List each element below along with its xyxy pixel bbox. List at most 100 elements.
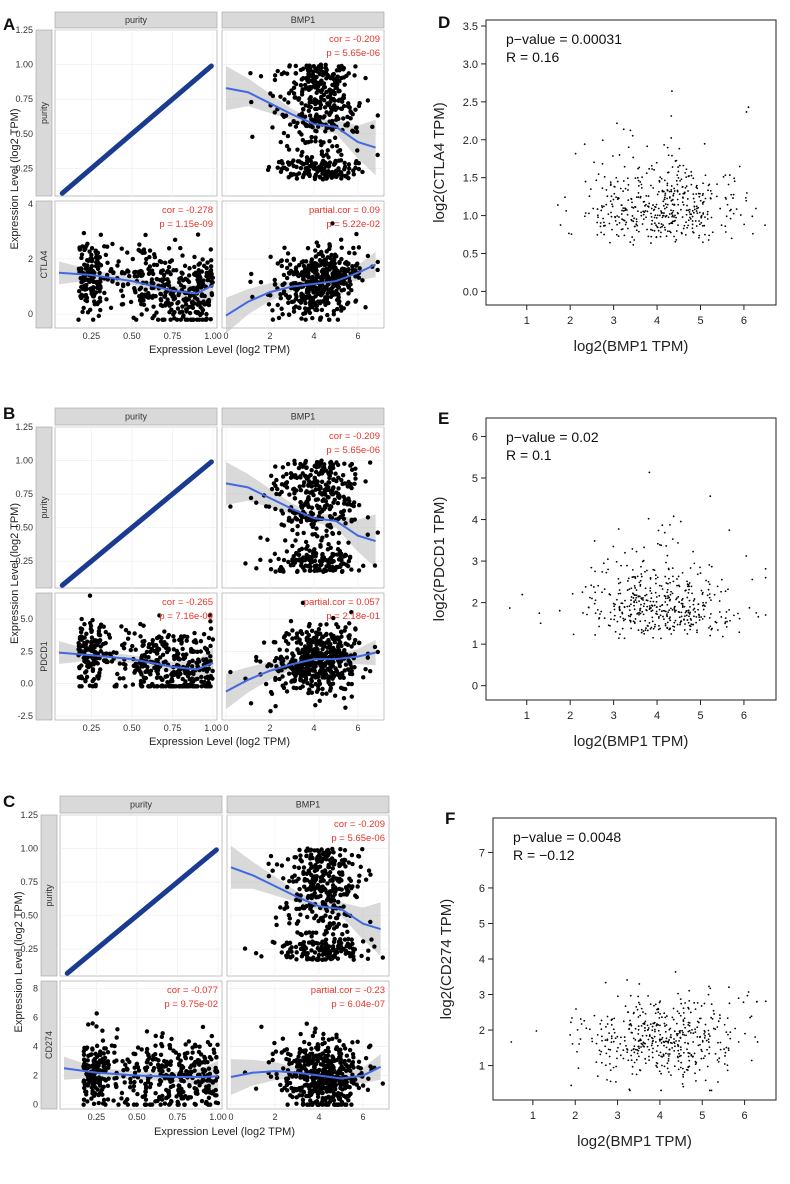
data-point — [284, 471, 289, 477]
data-point — [268, 567, 274, 572]
data-point — [119, 643, 125, 648]
data-point — [303, 645, 309, 651]
data-point — [162, 277, 167, 282]
data-point — [248, 495, 254, 501]
data-point — [363, 1055, 369, 1061]
data-point — [140, 639, 145, 644]
y-tick-label: 0.0 — [463, 286, 478, 298]
data-point — [169, 301, 174, 307]
data-point — [330, 636, 336, 642]
data-point — [339, 643, 344, 649]
data-point — [285, 133, 291, 139]
data-point — [80, 286, 85, 291]
data-point — [367, 668, 373, 674]
data-point — [338, 1047, 343, 1052]
data-point — [97, 295, 103, 301]
data-point — [308, 564, 313, 570]
x-tick-label: 0 — [228, 1112, 233, 1122]
data-point — [153, 1033, 158, 1039]
data-point — [90, 678, 95, 684]
data-point — [192, 254, 197, 260]
data-point — [352, 517, 357, 522]
data-point — [363, 75, 368, 81]
data-point — [352, 947, 358, 952]
data-point — [296, 865, 302, 871]
data-point — [166, 1090, 171, 1095]
x-tick-label: 1 — [524, 710, 530, 722]
data-point — [677, 170, 680, 173]
data-point — [158, 1102, 163, 1107]
data-point — [318, 1052, 324, 1057]
data-point — [681, 196, 684, 199]
data-point — [85, 277, 90, 282]
data-point — [103, 629, 108, 635]
data-point — [655, 224, 657, 227]
data-point — [137, 293, 142, 299]
x-tick-label: 3 — [611, 315, 617, 327]
data-point — [144, 668, 150, 673]
data-point — [298, 519, 304, 525]
data-point — [698, 234, 701, 237]
data-point — [286, 312, 292, 317]
data-point — [273, 506, 278, 512]
data-point — [715, 195, 718, 198]
data-point — [148, 1061, 153, 1067]
data-point — [309, 117, 314, 122]
data-point — [695, 210, 698, 212]
data-point — [365, 532, 370, 537]
data-point — [174, 669, 180, 675]
data-point — [618, 221, 621, 224]
data-point — [588, 195, 591, 198]
data-point — [275, 165, 280, 170]
row-strip-label: purity — [39, 102, 49, 125]
data-point — [318, 287, 323, 293]
data-point — [306, 653, 311, 659]
data-point — [333, 471, 338, 476]
data-point — [294, 640, 300, 645]
data-point — [673, 190, 676, 192]
data-point — [341, 93, 347, 98]
facet-strip-label: BMP1 — [291, 15, 316, 25]
data-point — [81, 1064, 87, 1069]
data-point — [719, 207, 722, 210]
data-point — [200, 1024, 206, 1030]
data-point — [317, 566, 322, 572]
data-point — [663, 198, 666, 201]
data-point — [79, 252, 85, 257]
data-point — [346, 250, 352, 255]
data-point — [137, 248, 143, 254]
data-point — [228, 504, 233, 509]
x-tick-label: 0.25 — [83, 331, 101, 341]
data-point — [352, 73, 357, 78]
data-point — [111, 1098, 116, 1103]
data-point — [198, 638, 204, 644]
data-point — [346, 1098, 351, 1103]
data-point — [204, 1099, 209, 1105]
data-point — [213, 1068, 218, 1074]
data-point — [300, 87, 305, 92]
data-point — [90, 1047, 95, 1052]
data-point — [281, 289, 287, 294]
data-point — [143, 1097, 149, 1102]
data-point — [192, 264, 197, 270]
data-point — [278, 259, 284, 264]
data-point — [305, 951, 310, 956]
data-point — [330, 932, 336, 937]
data-point — [188, 317, 194, 322]
data-point — [321, 1031, 326, 1037]
data-point — [295, 666, 300, 672]
data-point — [305, 1082, 310, 1088]
data-point — [158, 1052, 164, 1057]
x-tick-label: 4 — [311, 331, 316, 341]
data-point — [645, 172, 648, 175]
data-point — [317, 300, 323, 306]
data-point — [286, 913, 292, 918]
data-point — [162, 640, 167, 645]
data-point — [320, 72, 326, 78]
data-point — [322, 105, 328, 110]
data-point — [105, 1083, 111, 1089]
p-annotation: p = 5.65e-06 — [331, 833, 385, 844]
data-point — [89, 263, 95, 269]
data-point — [298, 165, 304, 171]
data-point — [210, 637, 216, 642]
